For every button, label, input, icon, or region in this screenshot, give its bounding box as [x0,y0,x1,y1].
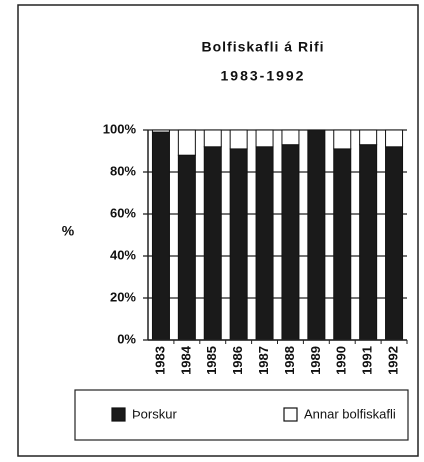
y-tick-label: 100% [103,121,137,136]
x-tick-label: 1987 [256,346,271,375]
bar-segment [385,129,404,148]
x-tick-label: 1988 [282,346,297,375]
x-tick-label: 1985 [204,346,219,375]
bar-segment [333,129,352,150]
bar-segment [385,146,404,341]
bar-segment [255,146,274,341]
chart-title: Bolfiskafli á Rifi [201,39,324,55]
legend-swatch [111,407,126,422]
bar-segment [203,146,222,341]
x-tick-label: 1991 [360,346,375,375]
chart-subtitle: 1983-1992 [221,68,306,84]
y-axis-label: % [62,223,75,239]
bar-segment [359,129,378,146]
bar-segment [229,148,248,341]
legend-box [74,389,409,441]
bar-segment [255,129,274,148]
x-tick-label: 1992 [385,346,400,375]
bar-segment [203,129,222,148]
bar-segment [307,129,326,341]
y-tick-label: 80% [110,163,136,178]
y-tick-label: 0% [117,331,136,346]
bar-segment [151,131,170,341]
bar-segment [333,148,352,341]
x-tick-label: 1990 [334,346,349,375]
y-tick-label: 60% [110,205,136,220]
legend-label: Þorskur [132,406,177,421]
frame [17,4,419,457]
bar-segment [177,154,196,341]
bar-segment [359,144,378,341]
y-tick-label: 20% [110,289,136,304]
x-tick-label: 1983 [152,346,167,375]
bar-segment [151,129,170,133]
bar-segment [281,144,300,341]
legend-label: Annar bolfiskafli [304,406,396,421]
x-tick-label: 1989 [308,346,323,375]
x-tick-label: 1984 [178,345,193,375]
y-tick-label: 40% [110,247,136,262]
x-tick-label: 1986 [230,346,245,375]
bar-segment [229,129,248,150]
legend-swatch [283,407,298,422]
bar-segment [281,129,300,146]
bar-segment [177,129,196,156]
